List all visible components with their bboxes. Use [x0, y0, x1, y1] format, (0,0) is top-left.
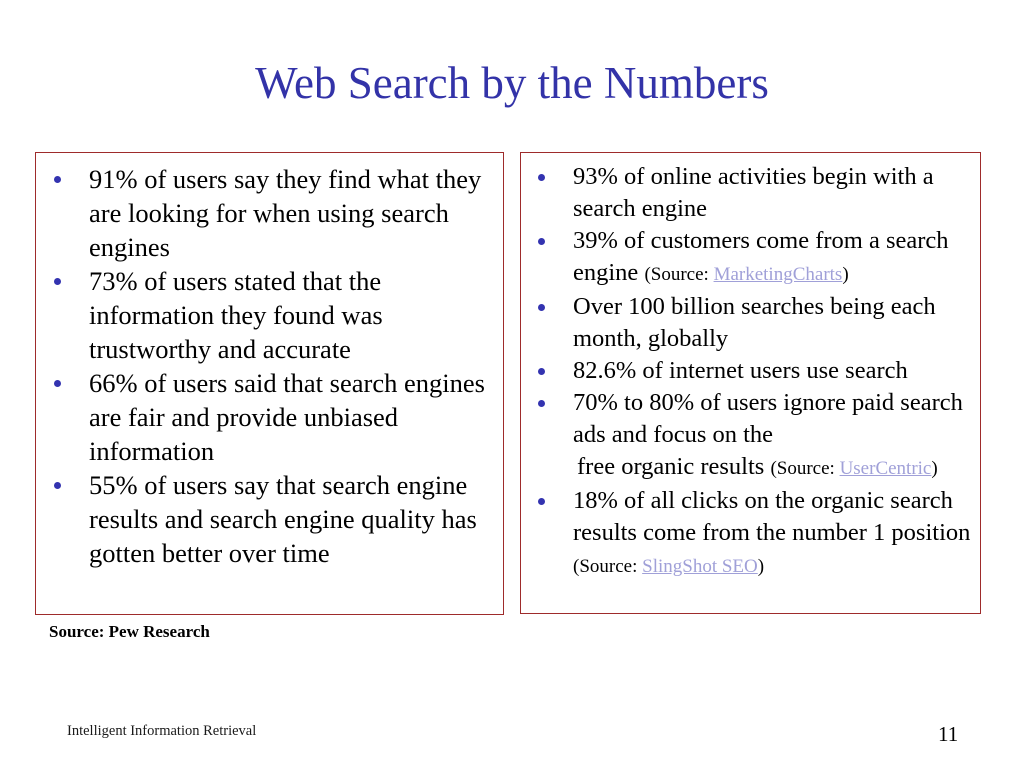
- source-link[interactable]: SlingShot SEO: [642, 556, 758, 577]
- bullet-dot-icon: [538, 304, 545, 311]
- bullet-text-continued: free organic results: [577, 453, 771, 480]
- list-item: 73% of users stated that the information…: [37, 264, 503, 366]
- page-number: 11: [938, 722, 959, 746]
- bullet-dot-icon: [538, 174, 545, 181]
- bullet-dot-icon: [54, 278, 61, 285]
- left-bullet-list: 91% of users say they find what they are…: [37, 162, 503, 570]
- source-suffix: ): [842, 264, 849, 285]
- list-item: 82.6% of internet users use search: [521, 355, 980, 387]
- slide-title: Web Search by the Numbers: [255, 58, 769, 108]
- list-item: Over 100 billion searches being each mon…: [521, 291, 980, 355]
- bullet-text: 82.6% of internet users use search: [573, 357, 908, 384]
- list-item: 18% of all clicks on the organic search …: [521, 485, 980, 583]
- list-item: 66% of users said that search engines ar…: [37, 366, 503, 468]
- source-prefix: (Source:: [770, 458, 840, 479]
- bullet-dot-icon: [538, 400, 545, 407]
- bullet-text: 93% of online activities begin with a se…: [573, 163, 934, 222]
- bullet-text: 55% of users say that search engine resu…: [89, 470, 477, 568]
- source-link[interactable]: MarketingCharts: [713, 264, 843, 285]
- list-item: 93% of online activities begin with a se…: [521, 161, 980, 225]
- source-prefix: (Source:: [573, 556, 643, 577]
- bullet-text: Over 100 billion searches being each mon…: [573, 293, 936, 352]
- bullet-dot-icon: [54, 176, 61, 183]
- bullet-text: 91% of users say they find what they are…: [89, 164, 482, 262]
- source-link[interactable]: UserCentric: [839, 458, 932, 479]
- list-item: 91% of users say they find what they are…: [37, 162, 503, 264]
- bullet-dot-icon: [54, 482, 61, 489]
- left-content-box: 91% of users say they find what they are…: [35, 152, 504, 615]
- bullet-text: 39% of customers come from a search engi…: [573, 227, 949, 286]
- bullet-text: 66% of users said that search engines ar…: [89, 368, 485, 466]
- bullet-dot-icon: [54, 380, 61, 387]
- bullet-text: 18% of all clicks on the organic search …: [573, 487, 971, 546]
- bullet-dot-icon: [538, 238, 545, 245]
- source-suffix: ): [757, 556, 765, 577]
- slide-footer-label: Intelligent Information Retrieval: [67, 723, 257, 739]
- right-bullet-list: 93% of online activities begin with a se…: [521, 161, 980, 583]
- list-item: 70% to 80% of users ignore paid search a…: [521, 387, 980, 485]
- bullet-dot-icon: [538, 368, 545, 375]
- source-prefix: (Source:: [644, 264, 714, 285]
- source-footnote: Source: Pew Research: [49, 622, 210, 641]
- bullet-text: 73% of users stated that the information…: [89, 266, 383, 364]
- source-suffix: ): [931, 458, 938, 479]
- list-item: 39% of customers come from a search engi…: [521, 225, 980, 291]
- list-item: 55% of users say that search engine resu…: [37, 468, 503, 570]
- bullet-text: 70% to 80% of users ignore paid search a…: [573, 389, 963, 448]
- right-content-box: 93% of online activities begin with a se…: [520, 152, 981, 614]
- bullet-dot-icon: [538, 498, 545, 505]
